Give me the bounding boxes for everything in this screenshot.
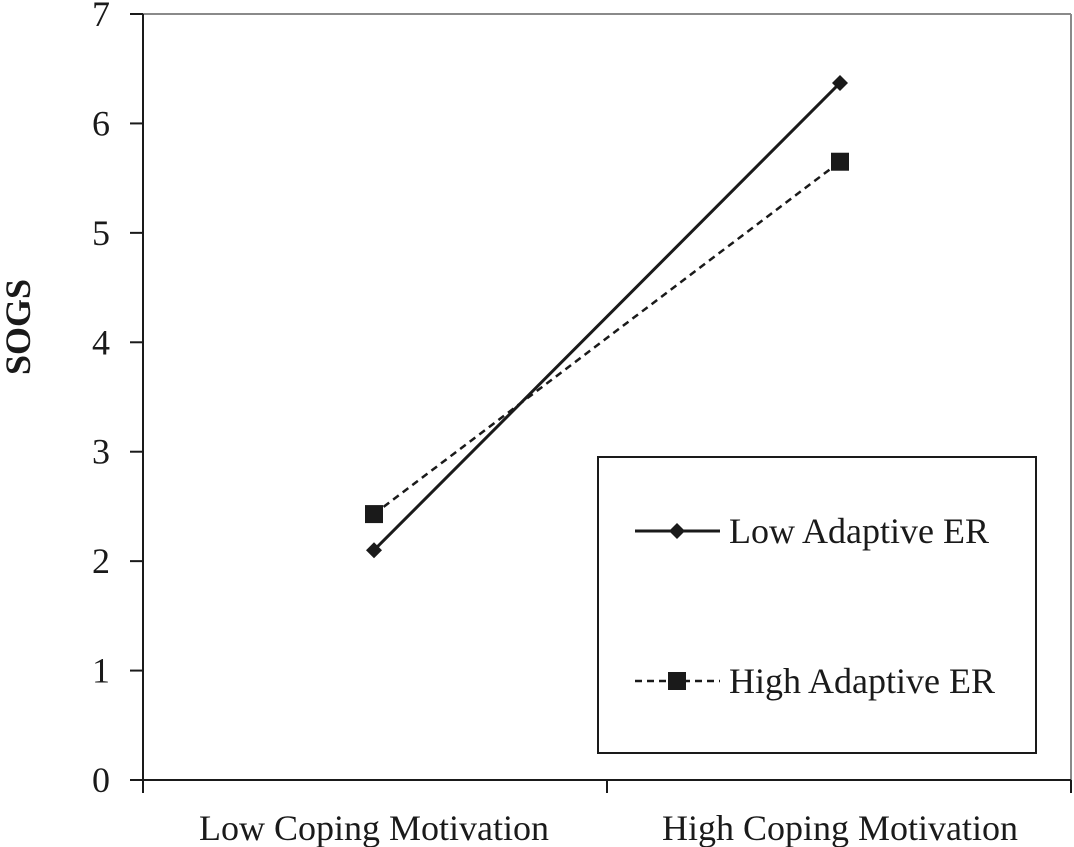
legend-label-low-adaptive-er: Low Adaptive ER <box>729 511 989 551</box>
legend-marker-low-adaptive-er <box>669 523 685 539</box>
legend-marker-high-adaptive-er <box>668 672 686 690</box>
series-point-low-adaptive-er-0 <box>366 542 382 559</box>
legend-box <box>597 456 1037 754</box>
y-tick-label-4: 4 <box>92 322 110 362</box>
legend-entries: Low Adaptive ER High Adaptive ER <box>635 511 995 701</box>
x-tick-label-low-coping-motivation: Low Coping Motivation <box>199 808 549 847</box>
y-tick-label-0: 0 <box>92 760 110 800</box>
series-line-high-adaptive-er <box>373 160 841 516</box>
series-layer <box>365 74 849 559</box>
y-tick-label-6: 6 <box>92 103 110 143</box>
y-axis-title: SOGS <box>0 279 38 375</box>
y-tick-label-2: 2 <box>92 541 110 581</box>
legend: Low Adaptive ER High Adaptive ER <box>597 456 1037 754</box>
y-tick-label-5: 5 <box>92 213 110 253</box>
series-point-low-adaptive-er-1 <box>832 74 848 91</box>
y-axis-ticks: 0 1 2 3 4 5 6 7 <box>92 0 143 800</box>
y-tick-label-7: 7 <box>92 0 110 34</box>
y-tick-label-3: 3 <box>92 432 110 472</box>
series-point-high-adaptive-er-0 <box>365 505 383 524</box>
series-point-high-adaptive-er-1 <box>831 152 849 171</box>
y-tick-label-1: 1 <box>92 651 110 691</box>
x-tick-label-high-coping-motivation: High Coping Motivation <box>662 808 1018 847</box>
series-line-low-adaptive-er <box>372 81 842 552</box>
x-axis-ticks: Low Coping Motivation High Coping Motivat… <box>142 780 1072 847</box>
legend-label-high-adaptive-er: High Adaptive ER <box>729 661 995 701</box>
